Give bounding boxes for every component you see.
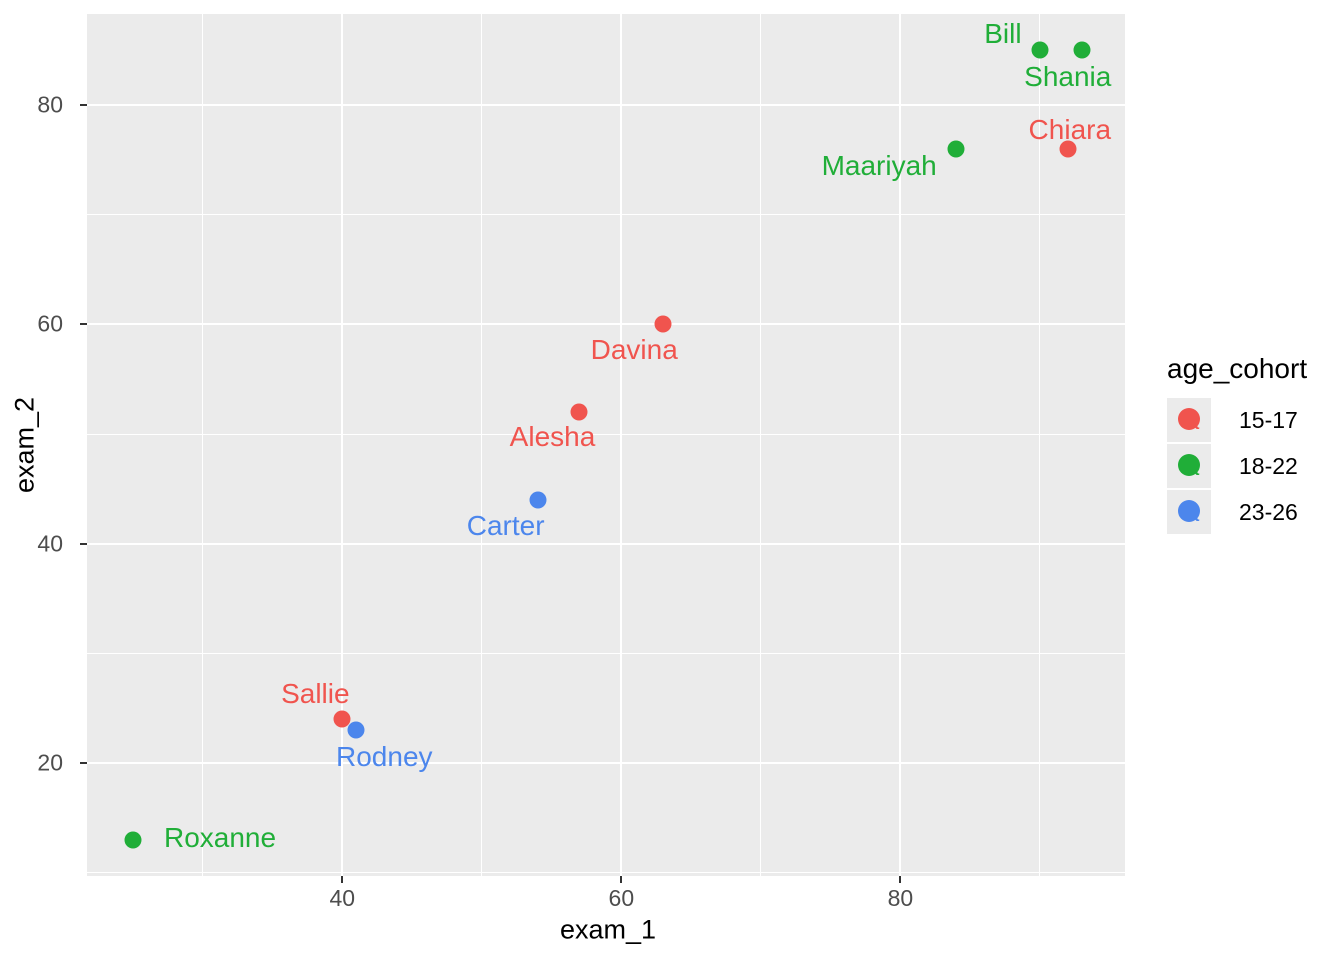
point-label: Maariyah — [821, 149, 937, 181]
point-label: Davina — [590, 334, 678, 366]
y-axis-tick — [80, 104, 87, 107]
data-point — [333, 710, 351, 728]
point-label: Roxanne — [163, 821, 277, 853]
data-point — [947, 140, 965, 158]
point-label: Chiara — [1028, 113, 1112, 145]
legend-key: a — [1167, 444, 1211, 488]
data-point — [570, 403, 588, 421]
legend-entry-label: 23-26 — [1239, 498, 1298, 525]
legend-entry: a 23-26 — [1167, 489, 1307, 535]
plot-panel — [87, 14, 1125, 876]
data-point — [1059, 140, 1077, 158]
y-minor-gridline — [87, 214, 1125, 216]
y-axis-tick — [80, 542, 87, 545]
legend-key-dot-icon — [1178, 408, 1200, 431]
legend-title: age_cohort — [1167, 353, 1308, 384]
y-minor-gridline — [87, 652, 1125, 654]
data-point — [1031, 41, 1049, 59]
y-major-gridline — [87, 762, 1125, 765]
x-axis-title: exam_1 — [559, 914, 657, 945]
point-label: Alesha — [509, 421, 596, 453]
data-point — [1073, 41, 1091, 59]
x-axis-tick — [341, 876, 344, 883]
y-major-gridline — [87, 542, 1125, 545]
legend-entry: a 18-22 — [1167, 443, 1307, 489]
legend-key: a — [1167, 398, 1211, 442]
x-minor-gridline — [481, 14, 483, 876]
y-minor-gridline — [87, 872, 1125, 874]
y-axis-title: exam_2 — [9, 396, 40, 494]
point-label: Sallie — [281, 678, 350, 710]
legend-key-dot-icon — [1178, 454, 1200, 477]
legend-entry: a 15-17 — [1167, 397, 1307, 443]
data-point — [347, 721, 365, 739]
data-point — [124, 831, 142, 849]
y-major-gridline — [87, 104, 1125, 107]
y-tick-label: 60 — [37, 310, 63, 337]
x-major-gridline — [620, 14, 623, 876]
legend-entry-label: 15-17 — [1239, 406, 1298, 433]
point-label: Bill — [984, 18, 1022, 50]
y-tick-label: 40 — [37, 530, 63, 557]
x-minor-gridline — [202, 14, 204, 876]
y-axis-tick — [80, 762, 87, 765]
x-axis-tick — [620, 876, 623, 883]
point-label: Rodney — [336, 741, 433, 773]
legend: age_cohort a 15-17 a 18-22 a 23-26 — [1167, 353, 1307, 535]
legend-entries: a 15-17 a 18-22 a 23-26 — [1167, 397, 1307, 535]
x-axis-tick — [899, 876, 902, 883]
y-tick-label: 80 — [37, 91, 63, 118]
x-tick-label: 80 — [887, 885, 914, 911]
y-major-gridline — [87, 323, 1125, 326]
legend-key-dot-icon — [1178, 500, 1200, 523]
legend-entry-label: 18-22 — [1239, 452, 1298, 479]
point-label: Carter — [466, 509, 545, 541]
data-point — [654, 315, 672, 333]
y-axis-tick — [80, 323, 87, 326]
data-point — [529, 491, 547, 509]
point-label: Shania — [1024, 61, 1112, 93]
x-minor-gridline — [1039, 14, 1041, 876]
x-major-gridline — [341, 14, 344, 876]
legend-key: a — [1167, 490, 1211, 534]
y-tick-label: 20 — [37, 749, 63, 776]
x-tick-label: 60 — [608, 885, 635, 911]
y-minor-gridline — [87, 433, 1125, 435]
x-tick-label: 40 — [329, 885, 356, 911]
x-major-gridline — [899, 14, 902, 876]
x-minor-gridline — [760, 14, 762, 876]
